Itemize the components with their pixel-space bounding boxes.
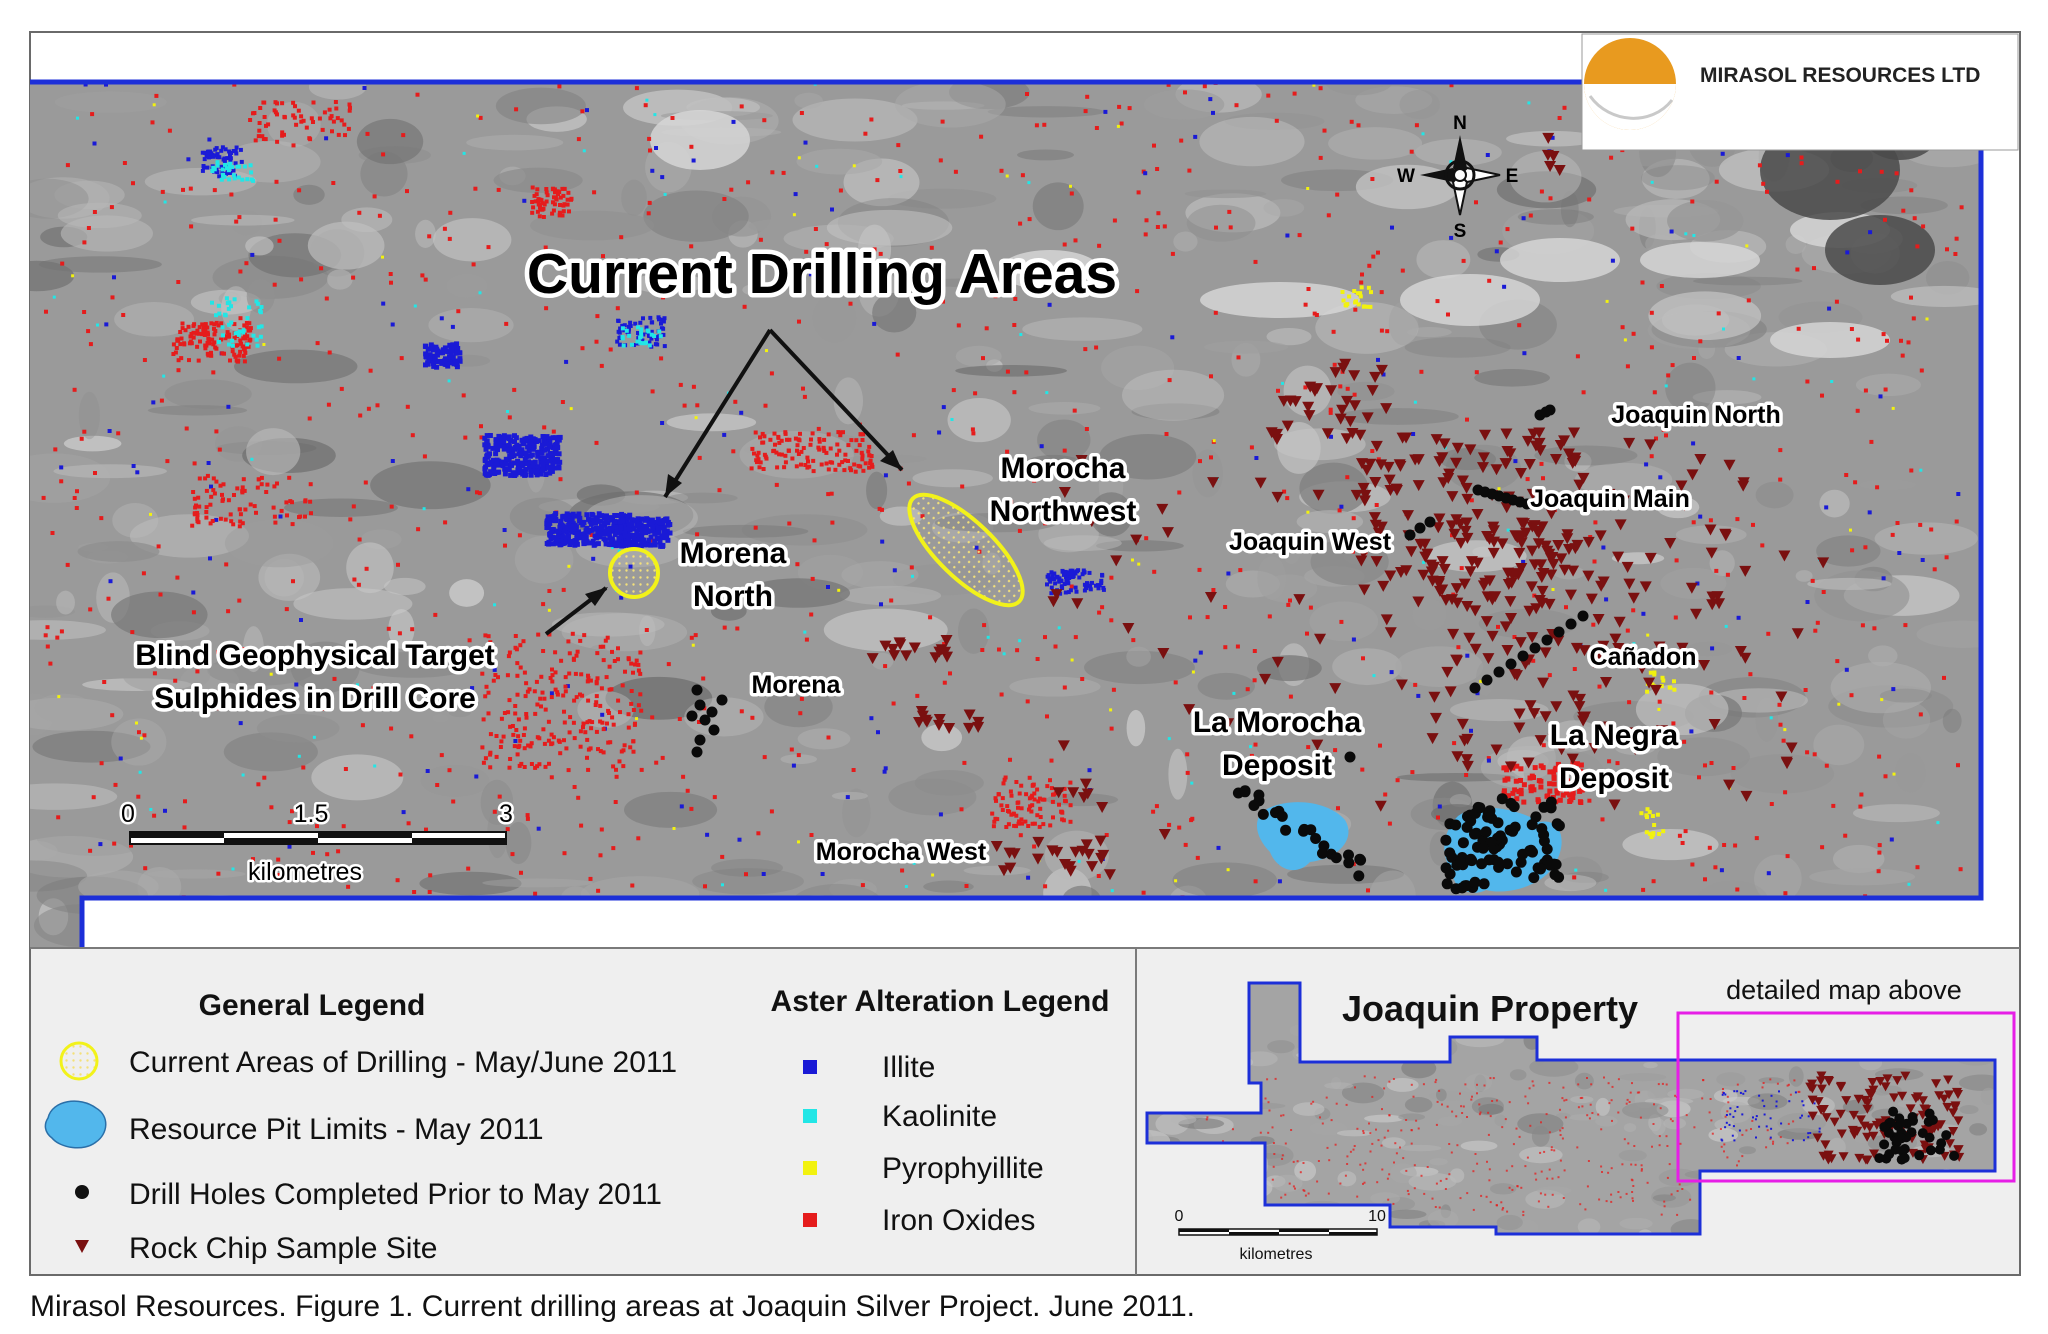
general-legend-item-1: Current Areas of Drilling - May/June 201…	[129, 1046, 677, 1079]
general-legend-item-3: Drill Holes Completed Prior to May 2011	[129, 1178, 662, 1211]
pit-limit-symbol-icon	[45, 1101, 105, 1148]
map-title: Current Drilling Areas	[527, 242, 1117, 306]
aster-legend-item-2: Kaolinite	[882, 1100, 997, 1133]
label-morena-north-2: North	[693, 580, 773, 613]
company-name: MIRASOL RESOURCES LTD	[1700, 64, 1980, 87]
label-la-morocha-deposit-2: Deposit	[1222, 749, 1332, 782]
drill-hole-symbol-icon	[75, 1185, 89, 1199]
label-la-negra-deposit-2: Deposit	[1559, 762, 1669, 795]
scale-tick-2: 3	[499, 800, 513, 828]
label-joaquin-west: Joaquin West	[1229, 528, 1392, 556]
company-logo-box: MIRASOL RESOURCES LTD	[1582, 34, 2018, 150]
inset-scale-tick-1: 10	[1368, 1208, 1386, 1225]
aster-swatch-icon	[803, 1161, 817, 1175]
label-la-negra-deposit-1: La Negra	[1550, 719, 1679, 752]
compass-s: S	[1454, 221, 1467, 242]
label-blind-target-2: Sulphides in Drill Core	[154, 682, 476, 715]
aster-legend-item-1: Illite	[882, 1051, 935, 1084]
label-canadon: Cañadon	[1590, 643, 1697, 671]
aster-legend-title: Aster Alteration Legend	[771, 985, 1110, 1018]
label-morocha-west: Morocha West	[816, 838, 987, 866]
compass-e: E	[1506, 166, 1519, 187]
general-legend-item-4: Rock Chip Sample Site	[129, 1232, 437, 1265]
morena-north-drilling-area	[610, 549, 658, 597]
aster-swatch-icon	[803, 1213, 817, 1227]
scale-tick-1: 1.5	[294, 800, 329, 828]
label-morocha-northwest-1: Morocha	[1000, 452, 1125, 485]
general-legend-title: General Legend	[199, 989, 426, 1022]
aster-swatch-icon	[803, 1109, 817, 1123]
inset-scale-unit: kilometres	[1240, 1246, 1313, 1263]
inset-map: Joaquin Property detailed map above 0 10…	[1122, 949, 2019, 1274]
label-joaquin-main: Joaquin Main	[1530, 485, 1690, 513]
compass-w: W	[1397, 166, 1415, 187]
scale-unit: kilometres	[248, 858, 362, 886]
label-morena: Morena	[752, 671, 842, 699]
general-legend-item-2: Resource Pit Limits - May 2011	[129, 1113, 544, 1146]
figure-caption: Mirasol Resources. Figure 1. Current dri…	[30, 1290, 1195, 1324]
label-joaquin-north: Joaquin North	[1611, 401, 1780, 429]
scale-tick-0: 0	[121, 800, 135, 828]
compass-n: N	[1453, 113, 1467, 134]
aster-legend-item-3: Pyrophyillite	[882, 1152, 1044, 1185]
inset-scale-tick-0: 0	[1175, 1208, 1184, 1225]
inset-note: detailed map above	[1726, 975, 1962, 1005]
label-morocha-northwest-2: Northwest	[990, 495, 1137, 528]
label-la-morocha-deposit-1: La Morocha	[1193, 706, 1362, 739]
aster-swatch-icon	[803, 1060, 817, 1074]
aster-legend-item-4: Iron Oxides	[882, 1204, 1035, 1237]
inset-title: Joaquin Property	[1342, 988, 1638, 1029]
drilling-area-symbol-icon	[61, 1043, 97, 1079]
label-morena-north-1: Morena	[680, 537, 787, 570]
label-blind-target-1: Blind Geophysical Target	[135, 639, 495, 672]
